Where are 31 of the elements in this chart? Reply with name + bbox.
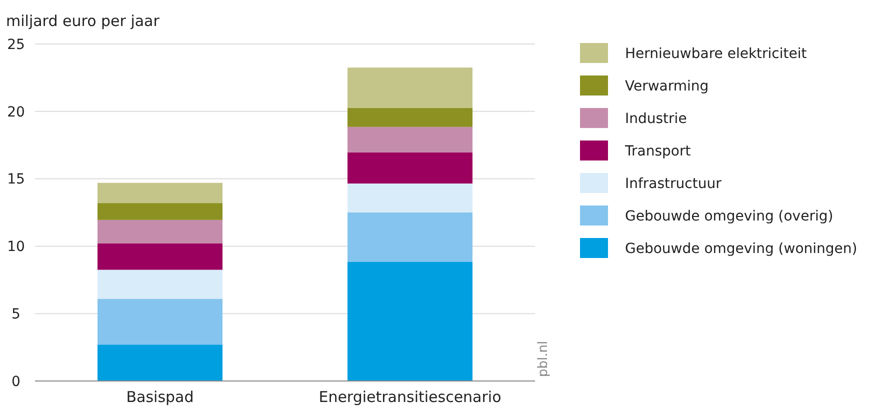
y-tick-label: 20	[7, 104, 25, 120]
legend-label: Hernieuwbare elektriciteit	[625, 46, 808, 62]
legend-label: Infrastructuur	[625, 176, 722, 192]
bar	[98, 182, 222, 204]
bar	[98, 344, 222, 381]
y-axis-title: miljard euro per jaar	[6, 12, 160, 30]
y-tick-label: 15	[7, 172, 25, 188]
text: pbl.nl	[536, 340, 551, 377]
bar	[348, 262, 472, 381]
bar	[348, 152, 472, 184]
bar	[98, 244, 222, 270]
bar	[98, 298, 222, 345]
y-tick-label: 10	[7, 239, 25, 256]
bar	[98, 270, 222, 299]
bar	[98, 203, 222, 220]
bar	[348, 126, 472, 153]
bar	[348, 108, 472, 127]
y-tick-label: 0	[12, 374, 20, 390]
legend-label: Industrie	[625, 110, 687, 127]
legend-label: Verwarming	[625, 78, 709, 94]
y-tick-label: 25	[7, 36, 25, 53]
bar	[98, 220, 222, 244]
legend-label: Gebouwde omgeving (woningen)	[625, 240, 858, 257]
legend-label: Gebouwde omgeving (overig)	[625, 208, 834, 224]
bar	[348, 184, 472, 212]
bar	[348, 212, 472, 262]
x-tick-label: Energietransitiescenario	[318, 388, 502, 406]
bar	[348, 68, 472, 108]
legend-label: Transport	[624, 143, 692, 160]
y-tick-label: 5	[12, 306, 20, 322]
x-tick-label: Basispad	[126, 388, 194, 406]
